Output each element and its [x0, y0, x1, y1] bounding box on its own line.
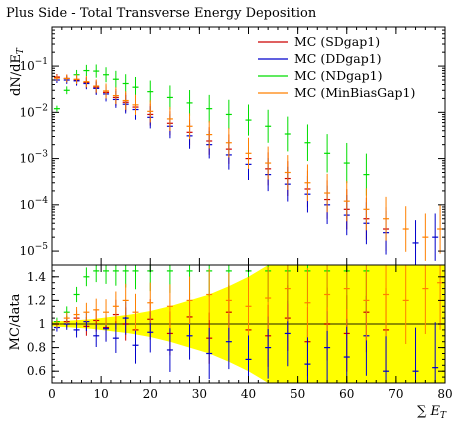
- x-tick-label: 30: [192, 387, 207, 401]
- x-tick-label: 60: [339, 387, 354, 401]
- x-tick-label: 40: [241, 387, 256, 401]
- series-3: [53, 74, 444, 344]
- svg-text:∑ ET: ∑ ET: [417, 404, 447, 421]
- y-tick-label: 10−1: [19, 57, 48, 73]
- y-tick-label: 10−4: [19, 196, 48, 212]
- legend-label: MC (NDgap1): [294, 68, 382, 83]
- y-tick-label: 10−5: [19, 242, 48, 258]
- ratio-tick-label: 1.2: [27, 293, 46, 307]
- x-tick-label: 10: [93, 387, 108, 401]
- legend-label: MC (DDgap1): [294, 51, 382, 66]
- svg-text:dN/dET: dN/dET: [9, 47, 26, 96]
- x-tick-label: 80: [437, 387, 452, 401]
- x-tick-label: 20: [143, 387, 158, 401]
- x-tick-label: 70: [388, 387, 403, 401]
- x-tick-label: 50: [290, 387, 305, 401]
- ratio-tick-label: 0.6: [27, 364, 46, 378]
- ylabel-main: dN/dET: [9, 47, 26, 96]
- svg-text:MC/data: MC/data: [8, 293, 23, 350]
- series-layer: [53, 64, 444, 383]
- y-tick-label: 10−3: [19, 150, 48, 166]
- chart-title: Plus Side - Total Transverse Energy Depo…: [6, 6, 317, 21]
- ratio-tick-label: 1.4: [27, 270, 46, 284]
- ratio-tick-label: 1: [38, 317, 46, 331]
- xlabel: ∑ ET: [417, 404, 447, 421]
- legend-label: MC (MinBiasGap1): [294, 85, 415, 100]
- ratio-tick-label: 0.8: [27, 341, 46, 355]
- tick-layer: 0 10 20 30 40 50 60 70 80 10−1 10−2 10−3 10−4 10−5 0.6…: [19, 27, 453, 401]
- y-tick-label: 10−2: [19, 103, 48, 119]
- x-tick-label: 0: [48, 387, 56, 401]
- legend-label: MC (SDgap1): [294, 34, 380, 49]
- ylabel-ratio: MC/data: [8, 293, 23, 350]
- legend: MC (SDgap1) MC (DDgap1) MC (NDgap1) MC (Min…: [258, 34, 415, 100]
